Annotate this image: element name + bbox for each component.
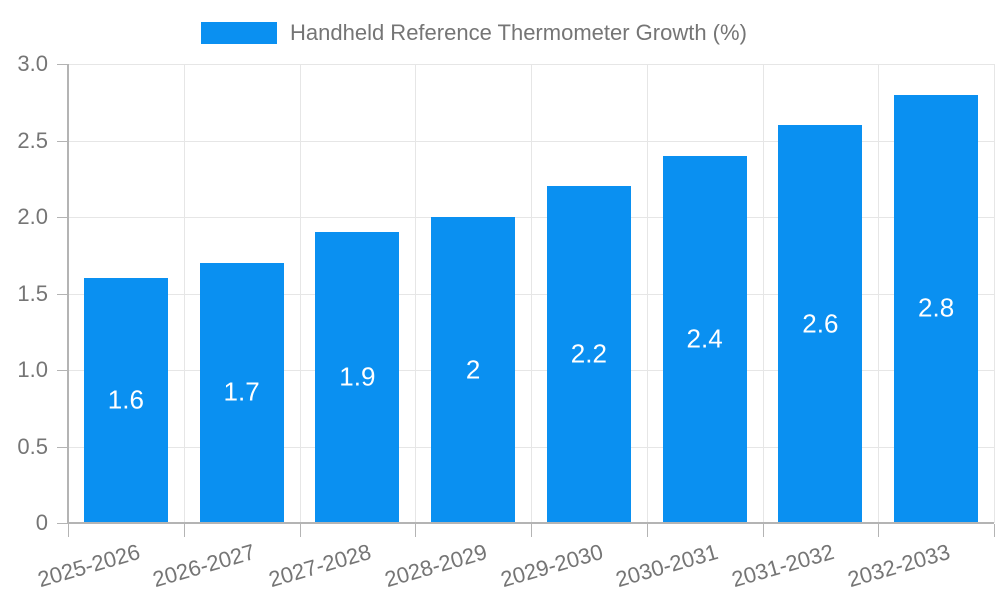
legend-label: Handheld Reference Thermometer Growth (%… <box>290 20 747 45</box>
y-axis-tick <box>57 370 68 371</box>
x-axis-tick <box>646 524 648 537</box>
bar[interactable]: 1.7 <box>199 262 284 522</box>
x-tick-label: 2030-2031 <box>613 539 722 593</box>
x-axis-line <box>68 522 994 524</box>
x-tick-label: 2027-2028 <box>265 539 374 593</box>
bar[interactable]: 1.9 <box>315 232 400 522</box>
x-axis-tick <box>299 524 301 537</box>
y-tick-label: 2.5 <box>17 127 48 153</box>
x-gridline <box>994 64 995 523</box>
y-axis-line <box>67 64 69 524</box>
legend-item[interactable]: Handheld Reference Thermometer Growth (%… <box>201 20 747 46</box>
bar-value-label: 2.6 <box>802 308 839 339</box>
bar-value-label: 2.4 <box>686 323 723 354</box>
bar[interactable]: 2.6 <box>778 125 863 522</box>
y-tick-label: 3.0 <box>17 51 48 76</box>
bar-value-label: 2.8 <box>918 292 955 323</box>
y-axis-tick <box>57 140 68 142</box>
y-tick-label: 2.0 <box>17 204 48 229</box>
x-tick-label: 2031-2032 <box>728 539 837 593</box>
bar[interactable]: 2 <box>431 217 516 522</box>
y-axis-tick <box>57 293 68 295</box>
bar-value-label: 2 <box>465 354 481 384</box>
y-tick-label: 1.0 <box>17 357 48 382</box>
bar-value-label: 1.6 <box>107 384 144 415</box>
x-tick-label: 2026-2027 <box>150 539 259 593</box>
bar-value-label: 2.2 <box>570 338 607 369</box>
bar[interactable]: 1.6 <box>83 278 168 522</box>
x-gridline <box>531 64 532 523</box>
y-tick-label: 0.5 <box>17 433 48 459</box>
bar[interactable]: 2.8 <box>894 94 979 522</box>
x-gridline <box>415 64 417 523</box>
x-axis-tick <box>68 524 69 537</box>
x-gridline <box>762 64 764 523</box>
y-axis-tick <box>57 64 68 65</box>
y-axis-tick <box>57 217 68 218</box>
x-gridline <box>183 64 185 523</box>
x-tick-label: 2025-2026 <box>34 539 143 593</box>
x-tick-label: 2029-2030 <box>497 539 606 593</box>
x-axis-tick <box>878 524 880 537</box>
legend-swatch <box>201 22 277 44</box>
bar-value-label: 1.7 <box>223 376 260 407</box>
y-tick-label: 0 <box>35 510 48 535</box>
x-tick-label: 2032-2033 <box>844 539 953 593</box>
x-gridline <box>299 64 301 523</box>
x-axis-tick <box>762 524 764 537</box>
x-gridline <box>646 64 648 523</box>
y-tick-label: 1.5 <box>17 280 48 306</box>
x-gridline <box>878 64 880 523</box>
bar[interactable]: 2.4 <box>662 155 747 522</box>
bar[interactable]: 2.2 <box>546 186 631 522</box>
x-tick-label: 2028-2029 <box>381 539 490 593</box>
x-axis-tick <box>415 524 417 537</box>
x-axis-tick <box>531 524 532 537</box>
y-axis-tick <box>57 446 68 448</box>
y-axis-tick <box>57 523 68 524</box>
bar-value-label: 1.9 <box>339 361 376 392</box>
x-axis-tick <box>994 524 995 537</box>
x-axis-tick <box>183 524 185 537</box>
